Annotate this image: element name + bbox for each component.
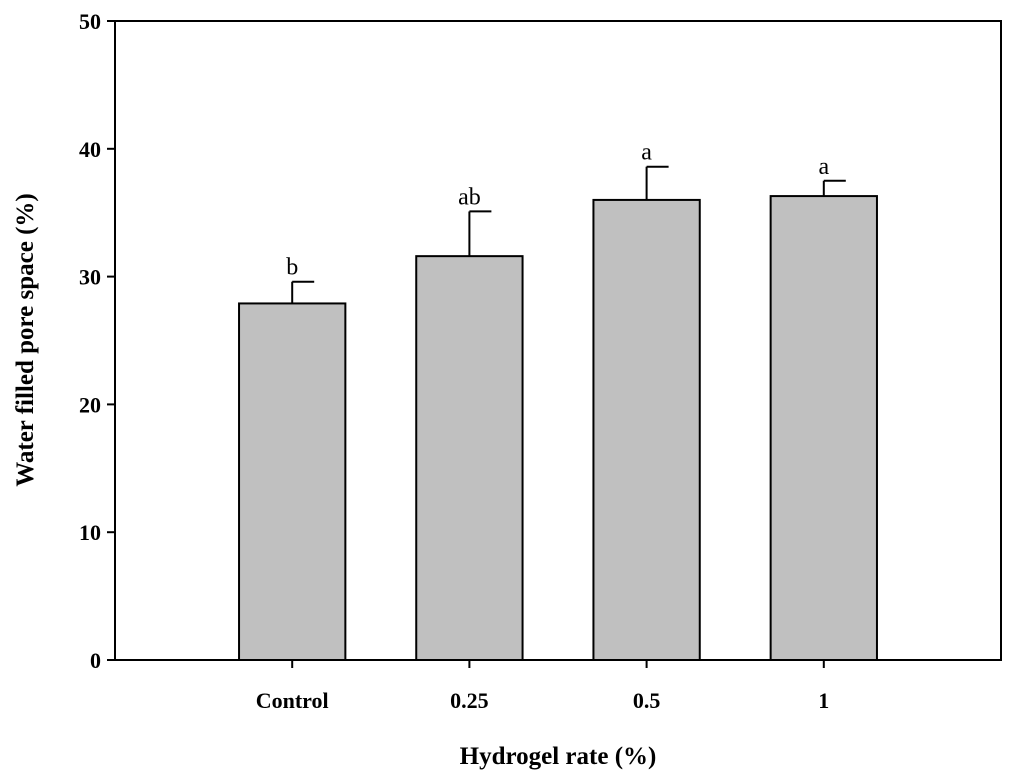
bar: [238, 302, 347, 661]
significance-label: a: [641, 140, 652, 166]
plot-frame: [114, 20, 1002, 661]
x-tick-label: Control: [256, 688, 329, 713]
x-axis-title: Hydrogel rate (%): [460, 743, 657, 770]
x-axis: Control 0.25 0.5 1: [256, 660, 829, 713]
bars: b ab a a: [238, 140, 878, 661]
significance-label: a: [818, 154, 829, 180]
y-tick-label: 50: [79, 9, 101, 34]
y-axis-title: Water filled pore space (%): [12, 193, 39, 486]
bar: [592, 198, 701, 661]
y-tick-label: 30: [79, 265, 101, 290]
y-tick-label: 20: [79, 392, 101, 417]
significance-label: b: [286, 255, 298, 281]
bar: [769, 195, 878, 661]
y-tick-label: 0: [90, 648, 101, 673]
significance-label: ab: [458, 184, 481, 210]
x-tick-label: 0.5: [633, 688, 661, 713]
y-tick-label: 10: [79, 520, 101, 545]
y-axis: 0 10 20 30 40 50: [79, 9, 115, 673]
bar: [415, 255, 524, 661]
y-tick-label: 40: [79, 137, 101, 162]
x-tick-label: 0.25: [450, 688, 489, 713]
x-tick-label: 1: [818, 688, 829, 713]
